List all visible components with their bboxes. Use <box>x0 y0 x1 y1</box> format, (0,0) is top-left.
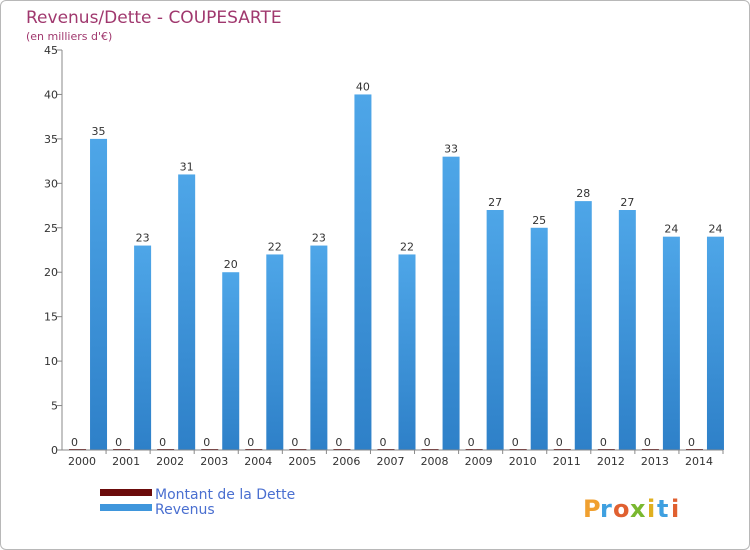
x-tick-label: 2000 <box>68 455 96 468</box>
logo-letter: i <box>671 495 679 523</box>
data-label-revenus: 20 <box>224 258 238 271</box>
y-tick-label: 35 <box>44 133 58 146</box>
bar-revenus <box>178 174 196 450</box>
y-tick-label: 20 <box>44 266 58 279</box>
legend-label-revenus: Revenus <box>155 502 215 518</box>
data-label-revenus: 31 <box>180 160 194 173</box>
data-label-dette: 0 <box>688 436 695 449</box>
chart-title: Revenus/Dette - COUPESARTE <box>26 8 282 28</box>
y-tick-label: 30 <box>44 177 58 190</box>
data-label-dette: 0 <box>159 436 166 449</box>
bar-revenus <box>134 245 152 450</box>
y-tick-label: 0 <box>51 444 58 457</box>
bar-revenus <box>354 94 372 450</box>
x-tick-label: 2006 <box>332 455 360 468</box>
data-label-dette: 0 <box>556 436 563 449</box>
y-tick-label: 25 <box>44 222 58 235</box>
x-tick-label: 2007 <box>377 455 405 468</box>
data-label-dette: 0 <box>468 436 475 449</box>
x-tick-label: 2004 <box>244 455 272 468</box>
bar-revenus <box>530 227 548 450</box>
x-tick-label: 2013 <box>641 455 669 468</box>
data-label-dette: 0 <box>512 436 519 449</box>
x-tick-label: 2009 <box>465 455 493 468</box>
bar-revenus <box>618 210 636 450</box>
data-label-dette: 0 <box>115 436 122 449</box>
data-label-revenus: 22 <box>400 240 414 253</box>
x-tick-label: 2011 <box>553 455 581 468</box>
bar-revenus <box>90 138 108 450</box>
data-label-revenus: 22 <box>268 240 282 253</box>
y-tick-label: 10 <box>44 355 58 368</box>
y-tick-label: 45 <box>44 44 58 57</box>
x-tick-label: 2010 <box>509 455 537 468</box>
logo-letter: x <box>630 495 646 523</box>
bars: 0 35 0 23 0 31 0 20 0 22 0 23 0 40 0 22 0 33 0 27 0 25 0 28 0 27 0… <box>69 80 724 450</box>
logo-letter: P <box>583 495 601 523</box>
data-label-dette: 0 <box>335 436 342 449</box>
data-label-revenus: 24 <box>708 223 722 236</box>
bar-revenus <box>266 254 284 450</box>
x-tick-label: 2001 <box>112 455 140 468</box>
x-tick-label: 2012 <box>597 455 625 468</box>
data-label-revenus: 24 <box>664 223 678 236</box>
x-tick-label: 2008 <box>421 455 449 468</box>
y-tick-label: 5 <box>51 400 58 413</box>
data-label-revenus: 28 <box>576 187 590 200</box>
legend-swatch-dette <box>100 489 152 496</box>
data-label-dette: 0 <box>644 436 651 449</box>
bar-revenus <box>310 245 328 450</box>
bar-revenus <box>486 210 504 450</box>
data-label-dette: 0 <box>291 436 298 449</box>
data-label-revenus: 23 <box>312 232 326 245</box>
y-axis: 0 5 10 15 20 25 30 35 40 45 <box>44 44 63 457</box>
data-label-dette: 0 <box>203 436 210 449</box>
legend: Montant de la Dette Revenus <box>100 487 295 518</box>
bar-revenus <box>706 236 724 450</box>
legend-label-dette: Montant de la Dette <box>155 487 295 503</box>
chart-subtitle: (en milliers d'€) <box>26 30 112 43</box>
y-tick-label: 40 <box>44 88 58 101</box>
data-label-revenus: 33 <box>444 143 458 156</box>
bar-revenus <box>442 156 460 450</box>
x-tick-label: 2005 <box>288 455 316 468</box>
logo-letter: r <box>600 495 612 523</box>
data-label-revenus: 35 <box>92 125 106 138</box>
logo-letter: i <box>647 495 655 523</box>
bar-revenus <box>222 272 240 450</box>
data-label-revenus: 40 <box>356 80 370 93</box>
x-tick-label: 2002 <box>156 455 184 468</box>
x-axis: 2000 2001 2002 2003 2004 2005 2006 2007 2008 2009… <box>62 449 724 468</box>
bar-revenus <box>398 254 416 450</box>
bar-revenus <box>662 236 680 450</box>
data-label-dette: 0 <box>600 436 607 449</box>
logo-letter: o <box>613 495 630 523</box>
data-label-dette: 0 <box>71 436 78 449</box>
data-label-revenus: 25 <box>532 214 546 227</box>
data-label-dette: 0 <box>424 436 431 449</box>
data-label-revenus: 27 <box>488 196 502 209</box>
data-label-revenus: 23 <box>136 232 150 245</box>
data-label-dette: 0 <box>380 436 387 449</box>
legend-swatch-revenus <box>100 504 152 511</box>
y-tick-label: 15 <box>44 311 58 324</box>
data-label-revenus: 27 <box>620 196 634 209</box>
logo-letter: t <box>657 495 668 523</box>
x-tick-label: 2014 <box>685 455 713 468</box>
bar-revenus <box>574 201 592 450</box>
x-tick-label: 2003 <box>200 455 228 468</box>
data-label-dette: 0 <box>247 436 254 449</box>
